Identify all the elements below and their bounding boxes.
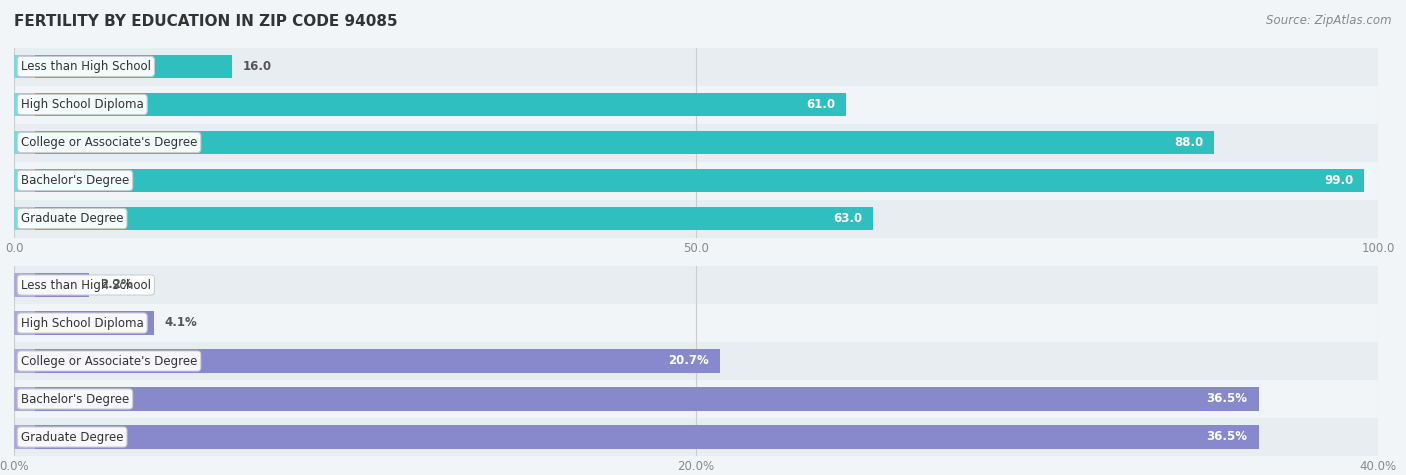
Text: 36.5%: 36.5% [1206,392,1247,406]
Bar [14,342,1378,380]
Text: College or Associate's Degree: College or Associate's Degree [21,354,197,368]
Bar [14,55,232,78]
Bar [14,207,873,230]
Bar [14,86,1378,124]
Text: High School Diploma: High School Diploma [21,316,143,330]
Text: 61.0: 61.0 [806,98,835,111]
Bar [14,273,35,297]
Text: College or Associate's Degree: College or Associate's Degree [21,136,197,149]
Bar [14,124,1378,162]
Text: Bachelor's Degree: Bachelor's Degree [21,174,129,187]
Text: 4.1%: 4.1% [165,316,197,330]
Bar [14,380,1378,418]
Bar [14,131,1215,154]
Text: Source: ZipAtlas.com: Source: ZipAtlas.com [1267,14,1392,27]
Bar [14,131,35,154]
Bar [14,55,35,78]
Text: Graduate Degree: Graduate Degree [21,212,124,225]
Bar [14,200,1378,238]
Text: 88.0: 88.0 [1174,136,1204,149]
Bar [14,93,846,116]
Text: Less than High School: Less than High School [21,60,150,73]
Text: FERTILITY BY EDUCATION IN ZIP CODE 94085: FERTILITY BY EDUCATION IN ZIP CODE 94085 [14,14,398,29]
Text: High School Diploma: High School Diploma [21,98,143,111]
Bar [14,311,153,335]
Bar [14,311,35,335]
Text: 16.0: 16.0 [243,60,273,73]
Bar [14,425,1258,449]
Bar [14,207,35,230]
Bar [14,162,1378,199]
Bar [14,387,35,411]
Text: 63.0: 63.0 [834,212,862,225]
Bar [14,387,1258,411]
Bar [14,304,1378,342]
Text: Bachelor's Degree: Bachelor's Degree [21,392,129,406]
Bar [14,93,35,116]
Bar [14,349,35,373]
Bar [14,349,720,373]
Bar [14,169,1364,192]
Text: 99.0: 99.0 [1324,174,1354,187]
Text: 36.5%: 36.5% [1206,430,1247,444]
Text: Less than High School: Less than High School [21,278,150,292]
Text: Graduate Degree: Graduate Degree [21,430,124,444]
Bar [14,418,1378,456]
Bar [14,425,35,449]
Bar [14,266,1378,304]
Text: 2.2%: 2.2% [100,278,132,292]
Bar [14,48,1378,86]
Bar [14,169,35,192]
Text: 20.7%: 20.7% [668,354,709,368]
Bar [14,273,89,297]
